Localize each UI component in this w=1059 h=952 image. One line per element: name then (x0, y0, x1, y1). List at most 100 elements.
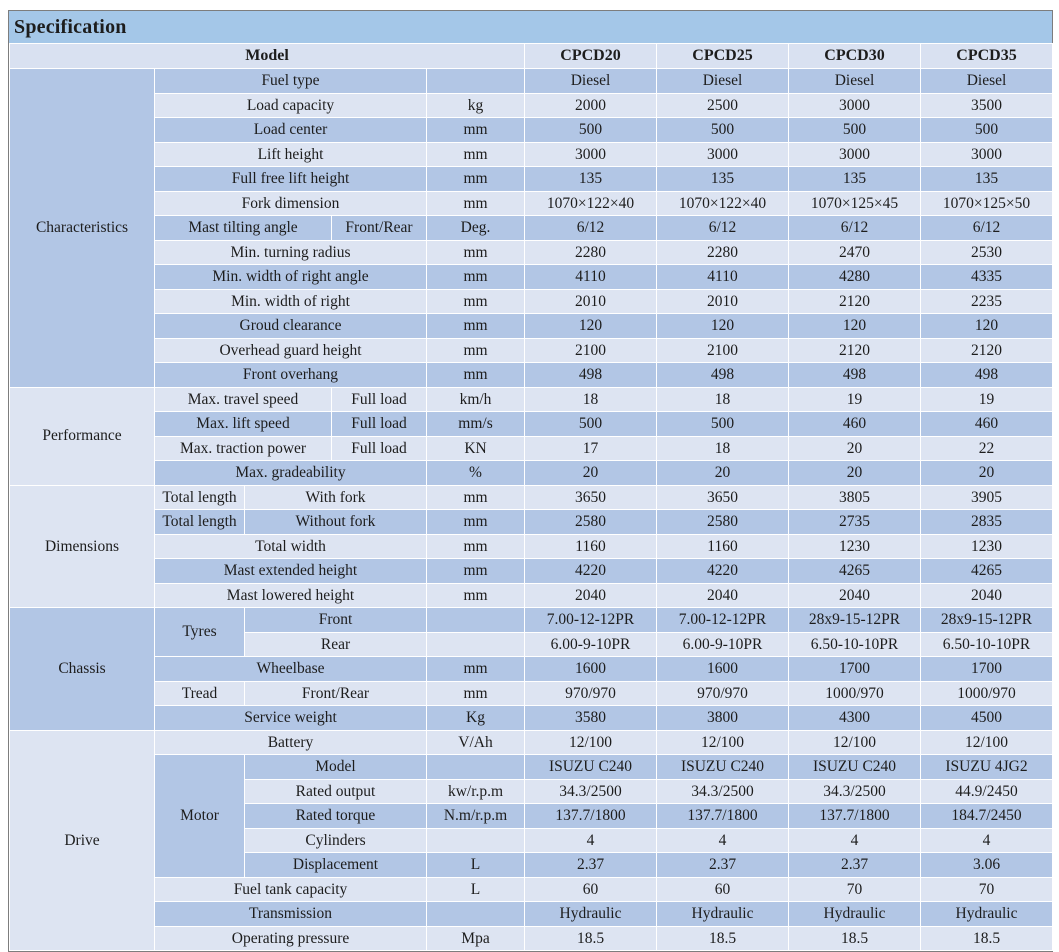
value-cell: 4 (920, 827, 1054, 853)
value-cell: Diesel (920, 68, 1054, 94)
value-cell: 18.5 (920, 925, 1054, 951)
unit-cell: mm (425, 190, 526, 216)
value-cell: 2120 (788, 337, 922, 363)
value-cell: 120 (788, 313, 922, 339)
spec-row: Characteristics Fuel type Diesel Diesel Dies… (9, 68, 1054, 388)
value-cell: ISUZU C240 (788, 754, 922, 780)
table-body: Characteristics Fuel type Diesel Diesel Dies… (9, 68, 1054, 951)
spec-row: Max. lift speed Full load mm/s 500 500 460 460 (10, 411, 1054, 437)
value-cell: 135 (788, 166, 922, 192)
value-cell: Hydraulic (788, 901, 922, 927)
model-column-header: CPCD30 (788, 43, 922, 69)
spec-row: Mast lowered height mm 2040 2040 2040 2040 (10, 582, 1054, 608)
value-cell: 137.7/1800 (656, 803, 790, 829)
value-cell: 3000 (788, 92, 922, 118)
spec-sublabel-cell: Front/Rear (244, 680, 427, 706)
value-cell: 500 (788, 117, 922, 143)
spec-row: Max. traction power Full load KN 17 18 20 22 (10, 435, 1054, 461)
model-header-row: Model CPCD20 CPCD25 CPCD30 CPCD35 (8, 43, 1054, 69)
unit-cell: L (425, 852, 526, 878)
value-cell: 4110 (656, 264, 790, 290)
value-cell: 6/12 (788, 215, 922, 241)
value-cell: 3580 (524, 705, 658, 731)
value-cell: 2735 (788, 509, 922, 535)
section-cell: Performance (9, 386, 155, 486)
unit-cell: km/h (425, 386, 526, 412)
spec-label-cell: Mast lowered height (154, 582, 427, 608)
unit-cell: mm (425, 141, 526, 167)
spec-label-cell: Min. width of right (154, 288, 427, 314)
model-column-header: CPCD25 (656, 43, 790, 69)
value-cell: ISUZU C240 (524, 754, 658, 780)
value-cell: 60 (524, 876, 658, 902)
spec-label-cell: Max. traction power (154, 435, 332, 461)
spec-label-cell: Min. width of right angle (154, 264, 427, 290)
spec-label-cell: Operating pressure (154, 925, 427, 951)
unit-cell: mm (425, 264, 526, 290)
unit-cell: mm (425, 166, 526, 192)
unit-cell: mm (425, 484, 526, 510)
value-cell: 460 (788, 411, 922, 437)
unit-cell: mm (425, 239, 526, 265)
spec-sublabel-cell: Full load (331, 411, 427, 437)
unit-cell (425, 68, 526, 94)
group-cell: Motor (154, 754, 245, 878)
value-cell: 4265 (920, 558, 1054, 584)
spec-row: Rated output kw/r.p.m 34.3/2500 34.3/2500 34… (10, 778, 1054, 804)
value-cell: 2470 (788, 239, 922, 265)
value-cell: Diesel (524, 68, 658, 94)
value-cell: 20 (524, 460, 658, 486)
value-cell: 3805 (788, 484, 922, 510)
value-cell: 3.06 (920, 852, 1054, 878)
value-cell: Hydraulic (920, 901, 1054, 927)
group-cell: Tyres (154, 607, 245, 657)
unit-cell: mm (425, 582, 526, 608)
value-cell: 2120 (920, 337, 1054, 363)
value-cell: 3800 (656, 705, 790, 731)
spec-row: Operating pressure Mpa 18.5 18.5 18.5 18.5 (10, 925, 1054, 951)
value-cell: 500 (920, 117, 1054, 143)
specification-panel: Specification Model CPCD20 CPCD25 CPCD30 CPC… (8, 10, 1054, 952)
value-cell: 28x9-15-12PR (788, 607, 922, 633)
value-cell: 2040 (656, 582, 790, 608)
value-cell: 3000 (524, 141, 658, 167)
value-cell: ISUZU C240 (656, 754, 790, 780)
spec-label-cell: Fuel type (154, 68, 427, 94)
value-cell: 2235 (920, 288, 1054, 314)
value-cell: 6.50-10-10PR (788, 631, 922, 657)
spec-row: Mast extended height mm 4220 4220 4265 4265 (10, 558, 1054, 584)
value-cell: 1600 (656, 656, 790, 682)
unit-cell: mm (425, 117, 526, 143)
value-cell: 2040 (920, 582, 1054, 608)
unit-cell: mm (425, 509, 526, 535)
value-cell: 184.7/2450 (920, 803, 1054, 829)
value-cell: 1070×122×40 (524, 190, 658, 216)
value-cell: 970/970 (524, 680, 658, 706)
value-cell: 1700 (920, 656, 1054, 682)
value-cell: 4 (656, 827, 790, 853)
spec-row: Cylinders 4 4 4 4 (10, 827, 1054, 853)
unit-cell (425, 607, 526, 633)
spec-row: Min. turning radius mm 2280 2280 2470 2530 (10, 239, 1054, 265)
value-cell: 18 (656, 435, 790, 461)
spec-label-cell: Groud clearance (154, 313, 427, 339)
value-cell: 1070×122×40 (656, 190, 790, 216)
value-cell: 1230 (788, 533, 922, 559)
spec-label-cell: Front overhang (154, 362, 427, 388)
value-cell: 3905 (920, 484, 1054, 510)
value-cell: 70 (920, 876, 1054, 902)
value-cell: 34.3/2500 (656, 778, 790, 804)
spec-label-cell: Service weight (154, 705, 427, 731)
value-cell: 34.3/2500 (524, 778, 658, 804)
spec-row: Groud clearance mm 120 120 120 120 (10, 313, 1054, 339)
value-cell: 20 (656, 460, 790, 486)
unit-cell: L (425, 876, 526, 902)
value-cell: Hydraulic (524, 901, 658, 927)
spec-label-cell: Mast tilting angle (154, 215, 332, 241)
value-cell: 2100 (656, 337, 790, 363)
value-cell: 1070×125×45 (788, 190, 922, 216)
value-cell: 4220 (656, 558, 790, 584)
value-cell: 4 (788, 827, 922, 853)
spec-row: Tread Front/Rear mm 970/970 970/970 1000/970 1… (10, 680, 1054, 706)
unit-cell: mm (425, 680, 526, 706)
